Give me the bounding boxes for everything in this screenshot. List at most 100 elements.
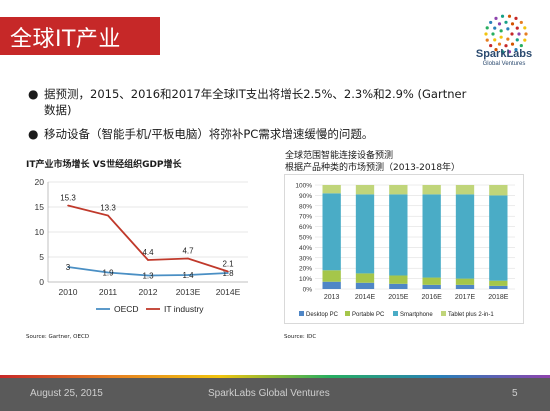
right-chart-subtitle: 根据产品种类的市场预测（2013-2018年） xyxy=(285,163,461,173)
logo-dot xyxy=(500,14,505,18)
data-point xyxy=(227,270,229,273)
logo-dot xyxy=(497,22,502,26)
bar-segment xyxy=(455,284,475,289)
y-tick-label: 0% xyxy=(303,287,313,294)
legend-label: Tablet plus 2-in-1 xyxy=(448,312,494,318)
data-label: 4.4 xyxy=(142,248,154,257)
logo-dot xyxy=(506,27,510,31)
bar-segment xyxy=(455,185,475,195)
x-tick-label: 2010 xyxy=(59,287,78,297)
bar-segment xyxy=(455,278,475,285)
bar-segment xyxy=(489,195,508,281)
x-tick-label: 2017E xyxy=(455,294,476,301)
right-chart-title: 全球范围智能连接设备预测 根据产品种类的市场预测（2013-2018年） xyxy=(285,150,460,174)
y-tick-label: 40% xyxy=(299,245,312,252)
line-chart: 0 5 10 15 20 2010 2011 2012 2013E 2014E 3 1.9 1.3 1.4… xyxy=(35,177,248,314)
logo-dot xyxy=(519,43,523,48)
logo-dot xyxy=(485,26,489,30)
y-tick-label: 10 xyxy=(35,227,45,237)
footer-org: SparkLabs Global Ventures xyxy=(208,388,330,399)
logo-dot xyxy=(494,16,498,21)
logo-dot xyxy=(499,35,503,39)
data-point xyxy=(147,259,149,261)
data-label: 15.3 xyxy=(60,194,76,203)
logo-dot xyxy=(494,47,498,52)
x-tick-label: 2011 xyxy=(99,287,118,297)
logo-dot xyxy=(491,32,495,36)
bullet-text: 据预测，2015、2016和2017年全球IT支出将增长2.5%、2.3%和2.… xyxy=(44,87,467,117)
data-point xyxy=(107,271,109,274)
bar-segment xyxy=(322,193,341,271)
logo-dot xyxy=(493,26,497,30)
bar-segment xyxy=(322,185,341,194)
logo-dot xyxy=(485,38,489,42)
bar-segment xyxy=(422,185,441,195)
data-point xyxy=(107,214,109,217)
data-point xyxy=(227,272,229,274)
legend-label: Desktop PC xyxy=(306,312,339,318)
logo-dot xyxy=(510,42,515,46)
bullet-text: 移动设备（智能手机/平板电脑）将弥补PC需求增速缓慢的问题。 xyxy=(44,127,374,141)
legend-label: OECD xyxy=(114,304,139,314)
bullet-item: ● 据预测，2015、2016和2017年全球IT支出将增长2.5%、2.3%和… xyxy=(28,86,468,118)
x-tick-label: 2015E xyxy=(388,294,409,301)
x-tick-label: 2014E xyxy=(216,287,241,297)
data-label: 2.1 xyxy=(222,260,234,269)
bar-segment xyxy=(422,277,441,285)
logo-dot xyxy=(515,38,519,42)
legend-label: IT industry xyxy=(164,304,204,314)
bar-segment xyxy=(389,283,408,289)
legend-swatch xyxy=(299,311,304,316)
logo-name: SparkLabs xyxy=(475,48,533,60)
y-tick-label: 80% xyxy=(299,203,312,210)
y-tick-label: 50% xyxy=(299,235,312,242)
logo-dot xyxy=(523,26,527,30)
bar-segment xyxy=(489,280,508,286)
x-tick-label: 2016E xyxy=(422,294,443,301)
footer-page-number: 5 xyxy=(512,388,518,399)
title-bar xyxy=(0,17,160,55)
y-tick-label: 30% xyxy=(299,255,312,262)
data-label: 4.7 xyxy=(182,247,194,256)
legend-swatch xyxy=(345,311,350,316)
right-chart-source: Source: IDC xyxy=(284,334,317,340)
logo-dot xyxy=(504,44,508,48)
stacked-bar-chart: 0% 10% 20% 30% 40% 50% 60% 70% 80% 90% 100% 2013 201… xyxy=(295,183,515,318)
bar-segment xyxy=(489,185,508,196)
data-point xyxy=(187,274,189,276)
data-point xyxy=(67,204,69,207)
bar-segment xyxy=(422,194,441,278)
data-point xyxy=(67,266,69,268)
data-label: 1.3 xyxy=(142,272,154,281)
bar-segment xyxy=(389,275,408,284)
data-label: 3 xyxy=(66,263,71,272)
x-tick-label: 2012 xyxy=(139,287,158,297)
bar-segment xyxy=(322,281,341,289)
logo-dot xyxy=(499,29,503,33)
left-chart-source: Source: Gartner, OECD xyxy=(26,334,90,340)
data-label: 13.3 xyxy=(100,204,116,213)
legend-swatch xyxy=(393,311,398,316)
bar-segment xyxy=(355,273,375,283)
bullet-list: ● 据预测，2015、2016和2017年全球IT支出将增长2.5%、2.3%和… xyxy=(28,86,468,150)
stacked-bar-chart-panel: 0% 10% 20% 30% 40% 50% 60% 70% 80% 90% 100% 2013 201… xyxy=(284,174,524,324)
x-tick-label: 2014E xyxy=(355,294,376,301)
y-tick-label: 10% xyxy=(299,276,312,283)
footer-bar xyxy=(0,378,550,411)
legend-swatch xyxy=(441,311,446,316)
bullet-dot-icon: ● xyxy=(28,127,39,141)
y-tick-label: 70% xyxy=(299,214,312,221)
legend-label: Portable PC xyxy=(352,312,385,318)
data-label: 1.8 xyxy=(222,269,234,278)
x-tick-label: 2013 xyxy=(324,294,340,301)
bar-segment xyxy=(355,194,375,274)
logo-dot xyxy=(497,42,502,46)
bar-segment xyxy=(322,270,341,282)
left-chart-title: IT产业市场增长 VS世经组织GDP增长 xyxy=(26,160,182,170)
footer-stripe xyxy=(0,375,550,378)
bar-segment xyxy=(355,282,375,289)
logo-dot xyxy=(489,43,493,48)
footer-date: August 25, 2015 xyxy=(30,388,103,399)
line-chart-panel: 0 5 10 15 20 2010 2011 2012 2013E 2014E 3 1.9 1.3 1.4… xyxy=(26,170,272,326)
logo-dot xyxy=(514,16,518,21)
